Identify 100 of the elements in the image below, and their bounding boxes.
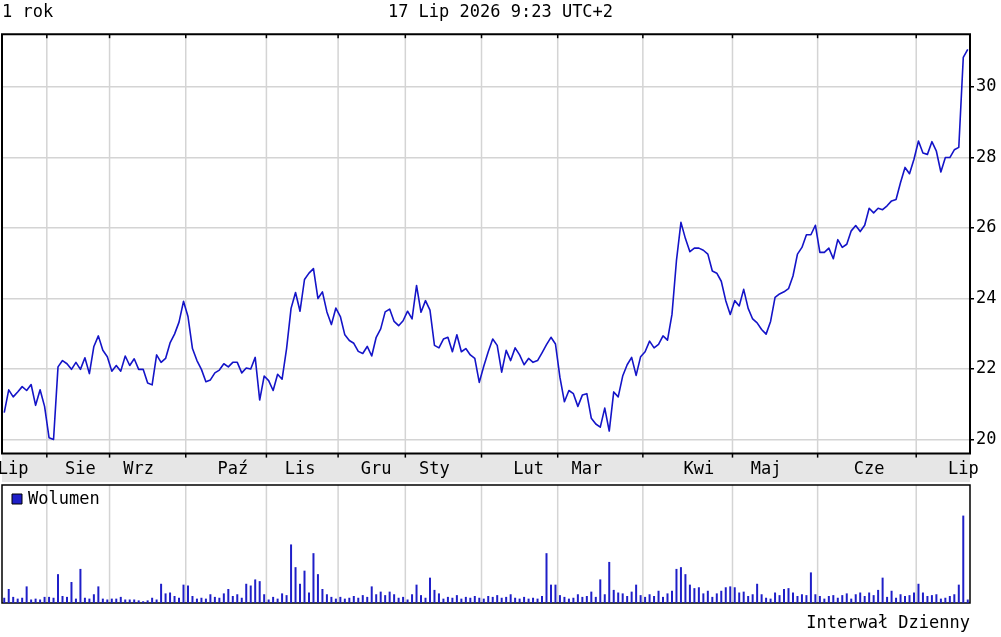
x-tick-label: Paź: [217, 458, 249, 479]
bar: [742, 591, 745, 603]
bar: [684, 574, 687, 603]
bar: [7, 589, 10, 603]
legend-label: Wolumen: [28, 488, 100, 509]
bar: [930, 595, 933, 603]
bar: [706, 590, 709, 603]
x-tick-label: Kwi: [683, 458, 715, 479]
x-tick-label: Sty: [419, 458, 450, 479]
bar: [912, 592, 915, 603]
bar: [859, 592, 862, 603]
bar: [137, 600, 140, 603]
bar: [702, 593, 705, 603]
bar: [339, 596, 342, 603]
bar: [877, 589, 880, 603]
bar: [12, 596, 15, 603]
bar: [375, 594, 378, 603]
bar: [962, 515, 965, 603]
bar: [549, 584, 552, 603]
bar: [926, 596, 929, 603]
x-tick-label: Lis: [284, 458, 316, 479]
bar: [361, 595, 364, 603]
bar: [428, 577, 431, 603]
bar: [505, 596, 508, 603]
bar: [200, 597, 203, 603]
x-tick-label: Cze: [853, 458, 885, 479]
bar: [182, 584, 185, 603]
bar: [290, 544, 293, 603]
bar: [249, 585, 252, 603]
bar: [774, 592, 777, 603]
bar: [841, 595, 844, 603]
bar: [245, 583, 248, 603]
bar: [61, 596, 64, 603]
bar: [657, 590, 660, 603]
bar: [464, 596, 467, 603]
bar: [352, 596, 355, 603]
bar: [83, 597, 86, 603]
x-tick-label: Maj: [750, 458, 782, 479]
bar: [294, 567, 297, 603]
bar: [370, 586, 373, 603]
bar: [43, 596, 46, 603]
bar: [948, 596, 951, 603]
text: Interwał Dzienny: [806, 611, 970, 634]
bar: [285, 595, 288, 603]
bar: [402, 596, 405, 603]
bar: [899, 594, 902, 603]
bar: [240, 597, 243, 603]
bar: [25, 586, 28, 603]
bar: [146, 600, 149, 603]
bar: [411, 594, 414, 603]
bar: [796, 596, 799, 603]
bar: [119, 596, 122, 603]
bar: [509, 594, 512, 603]
bar: [446, 596, 449, 603]
bar: [800, 594, 803, 603]
bar: [576, 594, 579, 603]
bar: [724, 587, 727, 603]
y-tick-label: 28: [976, 145, 997, 166]
bar: [299, 583, 302, 603]
bar: [666, 593, 669, 603]
bar: [388, 591, 391, 603]
bar: [384, 595, 387, 603]
bar: [514, 597, 517, 603]
bar: [688, 584, 691, 603]
bar: [836, 597, 839, 603]
chart-subtitle: 17 Lip 2026 9:23 UTC+2: [387, 1, 614, 21]
bar: [307, 592, 310, 603]
bar: [603, 594, 606, 603]
bar: [173, 596, 176, 603]
bar: [612, 589, 615, 603]
bar: [554, 584, 557, 603]
bar: [747, 596, 750, 603]
bar: [630, 591, 633, 603]
bar: [653, 596, 656, 603]
bar: [433, 589, 436, 603]
bar: [92, 594, 95, 603]
bar: [303, 570, 306, 603]
bar: [263, 594, 266, 603]
bar: [581, 596, 584, 603]
bar: [330, 596, 333, 603]
y-tick-label: 26: [976, 216, 997, 237]
x-tick-label: Sie: [65, 458, 96, 479]
bar: [751, 594, 754, 603]
bar: [787, 588, 790, 603]
bar: [393, 594, 396, 603]
bar: [563, 596, 566, 603]
x-tick-label: Lip: [947, 458, 979, 479]
bar: [151, 597, 154, 603]
bar: [312, 553, 315, 603]
bar: [500, 597, 503, 603]
bar: [783, 589, 786, 603]
bar: [594, 596, 597, 603]
bar: [644, 596, 647, 603]
bar: [675, 568, 678, 603]
bar: [599, 579, 602, 603]
bar: [523, 596, 526, 603]
bar: [541, 596, 544, 603]
bar: [316, 574, 319, 603]
bar: [729, 586, 732, 603]
y-tick-label: 20: [976, 427, 997, 448]
